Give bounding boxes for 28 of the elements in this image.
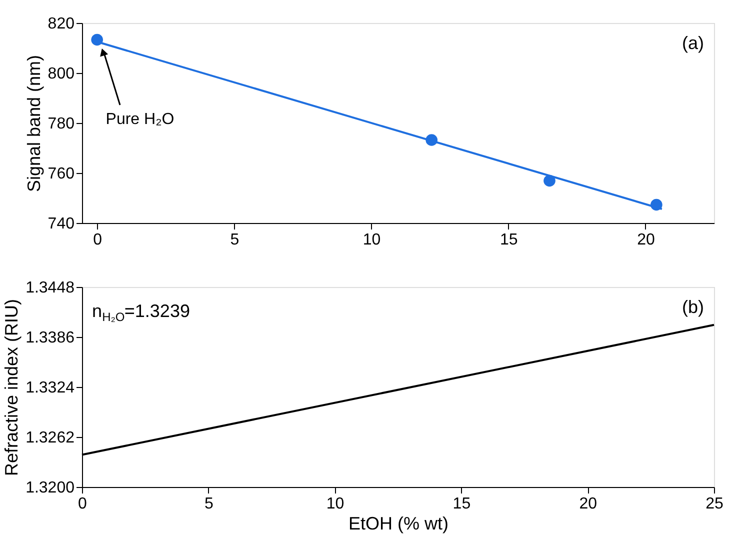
y-tick-label: 1.3386 — [26, 330, 75, 346]
x-tick-label: 20 — [637, 232, 655, 248]
y-tick-label: 820 — [48, 16, 75, 32]
x-tick-label: 10 — [326, 496, 344, 512]
x-tick-label: 5 — [230, 232, 240, 248]
y-tick-label: 1.3262 — [26, 430, 75, 446]
x-tick-label: 25 — [706, 496, 724, 512]
x-tick-label: 5 — [204, 496, 214, 512]
y-tick-label: 740 — [48, 216, 75, 232]
x-tick-label: 0 — [93, 232, 102, 248]
y-axis-title: Refractive index (RIU) — [2, 298, 22, 476]
x-tick-label: 20 — [579, 496, 598, 512]
x-tick-label: 15 — [500, 232, 518, 248]
x-axis-title: EtOH (% wt) — [348, 514, 449, 534]
y-tick-label: 1.3200 — [26, 480, 75, 496]
y-tick-label: 800 — [48, 66, 75, 82]
y-tick-label: 1.3324 — [26, 380, 75, 396]
point — [91, 34, 103, 46]
annotation: (b) — [682, 297, 704, 317]
y-axis-title: Signal band (nm) — [24, 54, 44, 192]
x-tick-label: 15 — [452, 496, 471, 512]
y-tick-label: 760 — [48, 166, 75, 182]
annotation: (a) — [682, 33, 704, 53]
x-tick-label: 10 — [362, 232, 381, 248]
annotation: Pure H₂O — [106, 111, 174, 128]
y-tick-label: 780 — [48, 116, 75, 132]
x-tick-label: 0 — [78, 496, 88, 512]
y-tick-label: 1.3448 — [26, 280, 75, 296]
